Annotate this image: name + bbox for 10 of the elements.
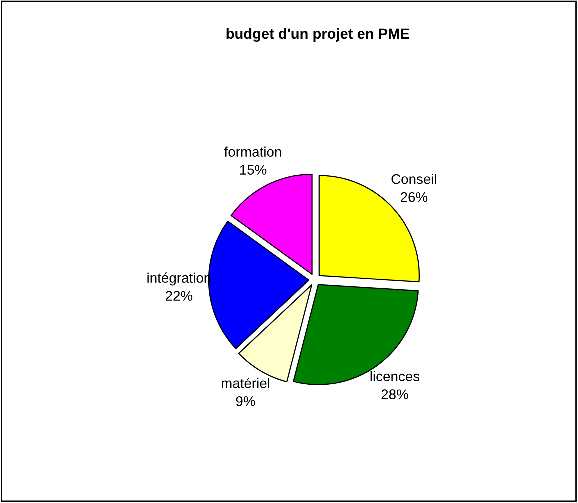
data-label: 9% — [236, 396, 256, 406]
data-label: 15% — [240, 165, 267, 175]
data-label: 26% — [401, 192, 428, 202]
data-label: 22% — [166, 291, 193, 301]
slice-label: Conseil — [392, 174, 436, 184]
slice-label: licences — [370, 371, 420, 382]
slice-label: matériel — [222, 378, 270, 388]
slice-label: formation — [224, 146, 282, 157]
data-label: 28% — [382, 390, 408, 400]
chart-title: budget d'un projet en PME — [226, 28, 410, 42]
